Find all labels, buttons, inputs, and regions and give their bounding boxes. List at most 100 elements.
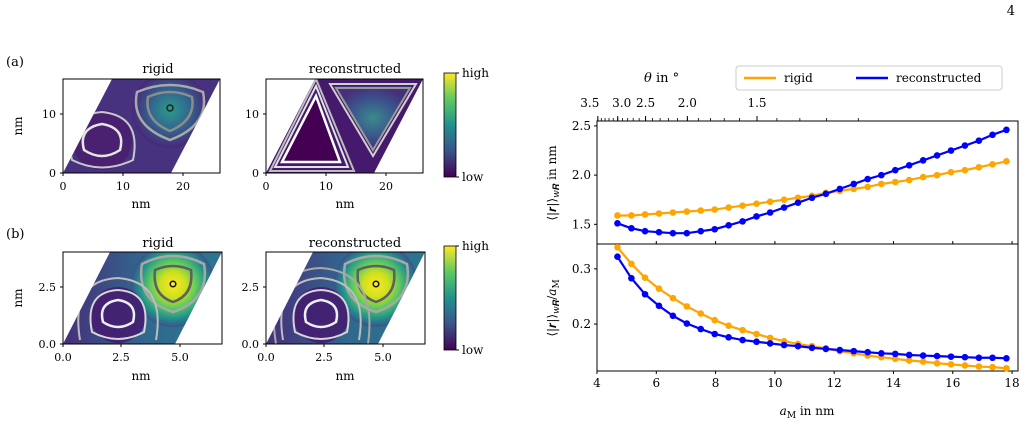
data-point-reconstructed: [836, 346, 844, 354]
upper-plot-frame: [596, 120, 1019, 245]
data-point-reconstructed: [878, 171, 885, 179]
xlabel: nm: [335, 369, 355, 383]
data-point-reconstructed: [1003, 355, 1010, 362]
legend-rigid: rigid: [784, 71, 813, 85]
y-tick-label: 2.0: [572, 168, 591, 182]
data-point-reconstructed: [766, 209, 774, 216]
top-tick-label: 2.5: [636, 96, 655, 110]
data-point-reconstructed: [961, 353, 969, 361]
svg-text:5.0: 5.0: [171, 351, 189, 364]
data-point-rigid: [669, 294, 677, 302]
data-point-reconstructed: [905, 351, 913, 359]
data-point-reconstructed: [878, 350, 885, 357]
colorbar-high: high: [462, 239, 489, 253]
svg-text:0.0: 0.0: [242, 338, 260, 351]
data-point-reconstructed: [808, 344, 816, 352]
data-point-rigid: [933, 359, 941, 367]
y-tick-label: 2.5: [572, 119, 591, 133]
data-point-reconstructed: [780, 204, 788, 211]
data-point-rigid: [641, 274, 649, 281]
data-point-reconstructed: [933, 152, 941, 159]
data-point-reconstructed: [975, 354, 983, 362]
data-point-rigid: [753, 200, 760, 207]
data-point-rigid: [669, 209, 677, 216]
data-point-reconstructed: [697, 227, 705, 235]
data-point-reconstructed: [739, 336, 746, 344]
data-point-reconstructed: [850, 180, 858, 188]
svg-text:10: 10: [319, 180, 333, 193]
svg-text:10: 10: [116, 180, 130, 193]
heatmap-a-rigid: rigid 0 10 20 0 10: [11, 62, 221, 211]
data-point-reconstructed: [947, 353, 955, 360]
data-point-reconstructed: [822, 190, 830, 198]
colorbar-low: low: [462, 170, 484, 184]
svg-text:2.5: 2.5: [242, 281, 260, 294]
data-point-reconstructed: [628, 224, 635, 232]
data-point-reconstructed: [683, 320, 691, 327]
data-point-rigid: [725, 204, 732, 211]
svg-text:20: 20: [379, 180, 393, 193]
x-tick-label: 12: [827, 376, 842, 390]
xlabel: aM in nm: [780, 404, 835, 421]
data-point-rigid: [683, 303, 691, 310]
panel-label-a: (a): [6, 55, 24, 70]
svg-text:0: 0: [252, 167, 259, 180]
y-tick-label: 0.2: [572, 317, 591, 331]
svg-text:0.0: 0.0: [39, 338, 57, 351]
ylabel: nm: [11, 288, 25, 308]
data-point-rigid: [614, 212, 621, 219]
data-point-reconstructed: [864, 348, 871, 356]
data-point-reconstructed: [919, 157, 927, 164]
y-tick-label: 1.5: [572, 217, 591, 231]
data-point-rigid: [753, 330, 760, 338]
data-point-rigid: [1003, 158, 1010, 165]
data-point-reconstructed: [975, 137, 983, 144]
data-point-rigid: [961, 362, 969, 369]
svg-text:10: 10: [245, 108, 259, 121]
data-point-reconstructed: [891, 166, 899, 174]
x-tick-label: 8: [712, 376, 720, 390]
svg-text:2.5: 2.5: [39, 281, 57, 294]
data-point-rigid: [725, 322, 732, 330]
data-point-reconstructed: [808, 194, 816, 202]
data-point-reconstructed: [683, 229, 691, 237]
data-point-reconstructed: [766, 340, 774, 347]
data-point-rigid: [975, 163, 983, 171]
top-axis-label: θ in °: [644, 71, 679, 86]
colorbar-b: high low: [443, 239, 489, 357]
data-point-rigid: [919, 173, 927, 181]
data-point-reconstructed: [711, 330, 719, 338]
data-point-reconstructed: [641, 227, 649, 235]
data-point-reconstructed: [933, 352, 941, 360]
svg-text:2.5: 2.5: [315, 351, 333, 364]
data-point-rigid: [697, 207, 705, 214]
data-point-rigid: [780, 196, 788, 204]
top-tick-label: 3.5: [580, 96, 599, 110]
x-tick-label: 18: [1004, 376, 1019, 390]
data-point-reconstructed: [614, 253, 621, 260]
data-point-rigid: [766, 334, 774, 342]
data-point-rigid: [641, 211, 649, 218]
data-point-rigid: [711, 206, 719, 213]
data-point-rigid: [711, 316, 719, 324]
data-point-rigid: [683, 208, 691, 215]
data-point-reconstructed: [961, 142, 969, 149]
data-point-reconstructed: [697, 325, 705, 333]
data-point-rigid: [697, 310, 705, 317]
data-point-reconstructed: [836, 185, 844, 193]
data-point-rigid: [989, 363, 996, 371]
data-point-rigid: [961, 166, 969, 174]
x-tick-label: 10: [767, 376, 782, 390]
xlabel: nm: [131, 369, 151, 383]
y-tick-label: 0.3: [572, 262, 591, 276]
series-line-reconstructed: [617, 128, 1007, 235]
svg-text:2.5: 2.5: [112, 351, 130, 364]
data-point-reconstructed: [655, 228, 663, 236]
legend-reconstructed: reconstructed: [896, 71, 982, 85]
data-point-rigid: [628, 260, 635, 268]
data-point-rigid: [628, 212, 635, 219]
svg-text:20: 20: [176, 180, 190, 193]
xlabel: nm: [335, 197, 355, 211]
heatmap-b-rigid-ticks: 0.0 2.5 5.0 0.0 2.5: [39, 281, 189, 364]
data-point-reconstructed: [864, 175, 871, 183]
